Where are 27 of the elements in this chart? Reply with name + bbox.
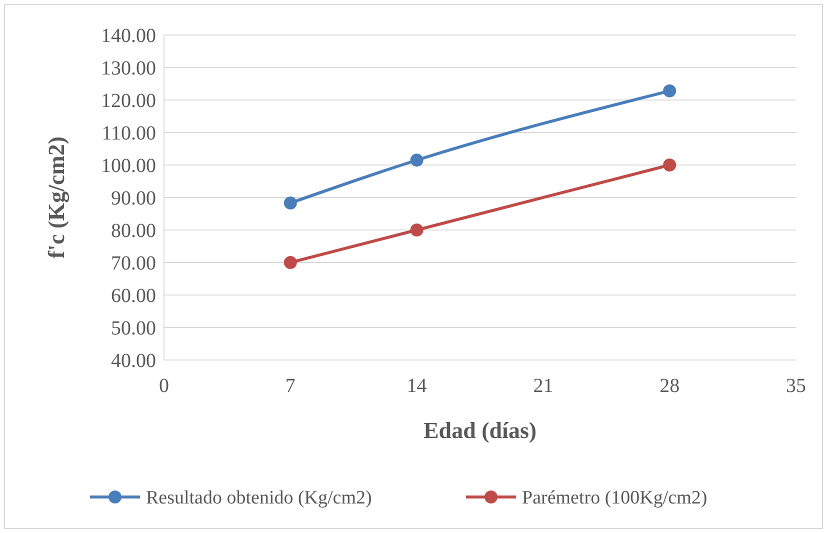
y-tick-label: 90.00 — [111, 188, 156, 210]
y-tick-label: 120.00 — [101, 90, 156, 112]
x-tick-label: 0 — [159, 375, 169, 397]
y-tick-label: 80.00 — [111, 220, 156, 242]
point — [663, 84, 676, 98]
y-tick-label: 60.00 — [111, 285, 156, 307]
x-axis-title: Edad (días) — [423, 418, 537, 443]
y-tick-label: 40.00 — [111, 350, 156, 372]
legend-label: Parémetro (100Kg/cm2) — [522, 488, 708, 509]
point — [284, 196, 297, 210]
point — [410, 224, 424, 236]
y-tick-label: 110.00 — [102, 122, 156, 144]
x-tick-label: 14 — [406, 375, 427, 397]
x-tick-label: 35 — [786, 375, 806, 397]
y-tick-label: 130.00 — [101, 58, 156, 80]
y-tick-label: 50.00 — [111, 318, 156, 340]
y-axis-title: f'c (Kg/cm2) — [44, 136, 70, 258]
y-tick-label: 100.00 — [101, 155, 156, 177]
y-tick-label: 70.00 — [111, 252, 156, 274]
y-tick-label: 140.00 — [101, 25, 156, 47]
point — [663, 158, 676, 172]
x-tick-label: 21 — [533, 375, 554, 397]
x-tick-label: 7 — [285, 375, 296, 397]
legend-label: Resultado obtenido (Kg/cm2) — [146, 488, 372, 509]
x-tick-label: 28 — [660, 375, 680, 397]
point — [284, 256, 297, 269]
point — [410, 154, 424, 167]
